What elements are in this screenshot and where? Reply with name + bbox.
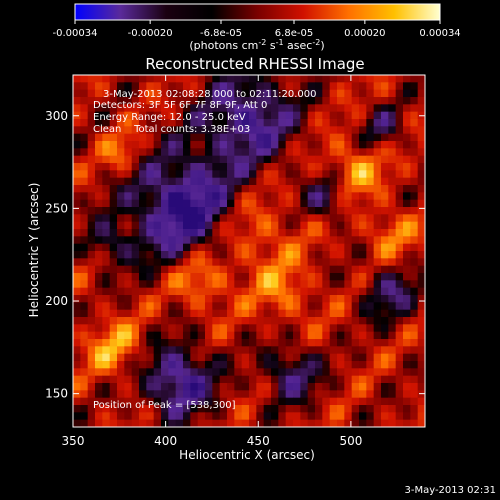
colorbar-tick-label: -6.8e-05: [200, 28, 242, 39]
x-tick-label: 400: [154, 434, 177, 448]
x-tick-label: 450: [247, 434, 270, 448]
annotation-time: 3-May-2013 02:08:28.000 to 02:11:20.000: [103, 89, 316, 100]
y-tick-label: 300: [45, 109, 68, 123]
annotation-block: 3-May-2013 02:08:28.000 to 02:11:20.000 …: [93, 89, 316, 135]
heatmap: [73, 75, 426, 428]
annotation-detectors: Detectors: 3F 5F 6F 7F 8F 9F, Att 0: [93, 100, 267, 111]
colorbar-tick-label: -0.00020: [128, 28, 173, 39]
plot-frame: [72, 74, 426, 428]
peak-position-label: Position of Peak = [538,300]: [93, 400, 236, 411]
colorbar-unit-label: (photons cm-2 s-1 asec-2): [189, 38, 324, 52]
y-tick-label: 250: [45, 201, 68, 215]
colorbar-tick-label: -0.00034: [53, 28, 98, 39]
annotation-energy: Energy Range: 12.0 - 25.0 keV: [93, 112, 246, 123]
colorbar-tick-label: 0.00034: [419, 28, 460, 39]
colorbar: [74, 3, 441, 21]
colorbar-tick-label: 6.8e-05: [275, 28, 313, 39]
footer-timestamp: 3-May-2013 02:31: [404, 485, 496, 496]
y-tick-label: 150: [45, 387, 68, 401]
colorbar-ticks: -0.00034 -0.00020 -6.8e-05 6.8e-05 0.00020 0.…: [53, 20, 461, 39]
x-tick-label: 500: [339, 434, 362, 448]
x-tick-label: 350: [62, 434, 85, 448]
colorbar-tick-label: 0.00020: [344, 28, 385, 39]
axis-ticks: 350 400 450 500 150 200 250 300: [45, 75, 425, 448]
y-tick-label: 200: [45, 294, 68, 308]
chart-title: Reconstructed RHESSI Image: [145, 55, 364, 73]
x-axis-label: Heliocentric X (arcsec): [179, 448, 315, 462]
y-axis-label: Heliocentric Y (arcsec): [27, 183, 41, 318]
annotation-method: Clean Total counts: 3.38E+03: [93, 124, 250, 135]
